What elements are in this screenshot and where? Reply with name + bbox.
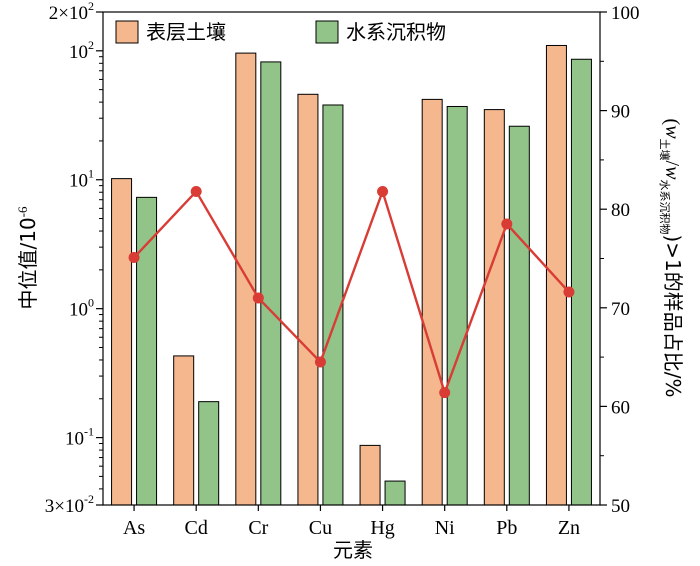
legend-label-sediment: 水系沉积物 — [346, 20, 446, 44]
right-tick-label: 50 — [611, 496, 630, 517]
bar-sediment-Cr — [260, 61, 282, 506]
left-tick-label: 10-1 — [65, 425, 94, 450]
bar-sediment-Ni — [446, 105, 468, 506]
right-tick-label: 80 — [611, 200, 630, 221]
left-tick-label: 3×10-2 — [45, 492, 94, 517]
left-tick-label-base: 10 — [69, 300, 88, 321]
right-axis-title-w1: w — [661, 125, 683, 139]
left-tick-label-exp: -2 — [84, 492, 94, 506]
left-tick-label-base: 3×10 — [45, 496, 84, 517]
bar-soil-Pb — [483, 109, 505, 506]
bar-soil-Cr — [235, 52, 257, 506]
left-tick-label-base: 10 — [69, 171, 88, 192]
x-tick-label-Cd: Cd — [185, 517, 208, 539]
ratio-point-Hg — [377, 185, 389, 197]
left-tick-label-exp: 0 — [88, 296, 94, 310]
bar-sediment-Cd — [198, 401, 220, 506]
left-tick-label-exp: 2 — [88, 38, 94, 52]
right-axis-title-open: ( — [661, 119, 683, 126]
left-tick-label-exp: 2 — [88, 0, 94, 13]
left-tick-label: 100 — [69, 296, 94, 321]
left-tick-label-base: 10 — [65, 429, 84, 450]
bar-sediment-Pb — [508, 125, 530, 506]
left-axis-title-main: 中位值/10 — [16, 217, 40, 309]
bar-soil-Zn — [545, 44, 567, 506]
right-axis: 50 60 70 80 90 100 — [600, 3, 640, 517]
ratio-point-Ni — [439, 387, 451, 399]
right-axis-title-sub2: 水系沉积物 — [658, 179, 672, 234]
legend-swatch-soil — [115, 20, 139, 44]
right-axis-title: (w土壤/w水系沉积物)>1的样品占比/% — [658, 119, 685, 398]
ratio-point-Cd — [190, 185, 202, 197]
ratio-point-Cu — [314, 356, 326, 368]
x-axis-title: 元素 — [333, 538, 373, 562]
legend-swatch-sediment — [315, 20, 339, 44]
left-tick-label-exp: 1 — [88, 167, 94, 181]
bar-soil-Hg — [359, 444, 381, 506]
right-axis-title-rest: )>1的样品占比/% — [661, 234, 685, 397]
line-layer — [128, 185, 575, 399]
left-tick-label: 102 — [69, 38, 94, 63]
right-tick-label: 100 — [611, 3, 640, 24]
ratio-point-Cr — [252, 292, 264, 304]
right-axis-title-slash: / — [661, 161, 683, 167]
left-tick-label-exp: -1 — [84, 425, 94, 439]
left-tick-label: 101 — [69, 167, 94, 192]
right-tick-label: 90 — [611, 102, 630, 123]
bar-sediment-Zn — [570, 58, 592, 506]
bar-soil-As — [111, 178, 133, 506]
ratio-point-Zn — [563, 286, 575, 298]
bar-soil-Cu — [297, 93, 319, 506]
right-tick-label: 70 — [611, 299, 630, 320]
bar-soil-Cd — [173, 355, 195, 506]
x-tick-label-As: As — [123, 517, 145, 539]
x-tick-label-Hg: Hg — [370, 517, 394, 539]
left-tick-label: 2×102 — [49, 0, 94, 24]
x-axis: As Cd Cr Cu Hg Ni Pb Zn — [123, 505, 580, 539]
ratio-point-As — [128, 252, 140, 264]
right-tick-label: 60 — [611, 397, 630, 418]
x-tick-label-Cr: Cr — [248, 517, 268, 539]
ratio-line — [133, 187, 570, 397]
legend-label-soil: 表层土壤 — [146, 20, 226, 44]
bar-soil-Ni — [421, 98, 443, 506]
left-tick-label-base: 10 — [69, 42, 88, 63]
right-axis-title-sub1: 土壤 — [658, 139, 672, 161]
x-tick-label-Zn: Zn — [558, 517, 580, 539]
left-axis-title-exp: -6 — [15, 206, 30, 217]
legend: 表层土壤 水系沉积物 — [115, 20, 446, 44]
x-tick-label-Cu: Cu — [309, 517, 332, 539]
left-axis-title: 中位值/10-6 — [15, 206, 40, 310]
bar-sediment-Hg — [384, 480, 406, 506]
x-tick-label-Pb: Pb — [496, 517, 517, 539]
ratio-point-Pb — [501, 218, 513, 230]
right-axis-title-w2: w — [661, 166, 683, 180]
bars-layer — [111, 44, 592, 506]
x-tick-label-Ni: Ni — [435, 517, 455, 539]
left-tick-label-base: 2×10 — [49, 3, 88, 24]
